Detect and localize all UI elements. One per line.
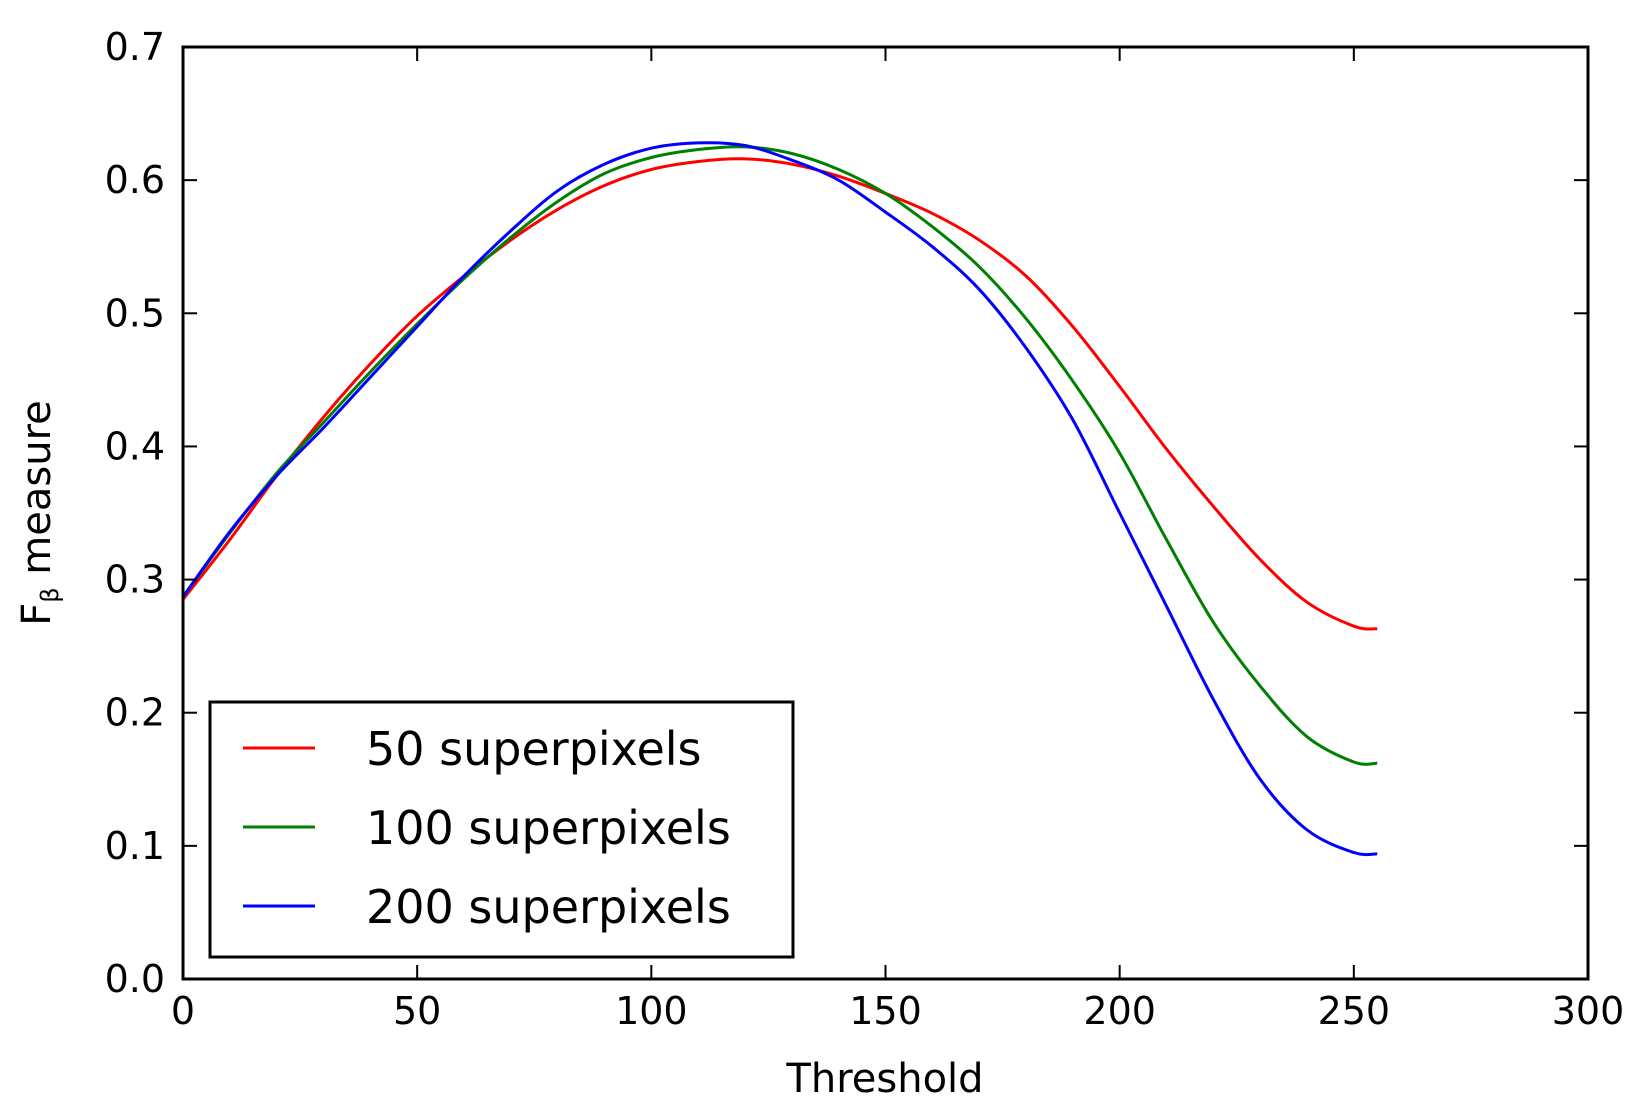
x-tick-label-4: 200	[1083, 989, 1156, 1033]
series-line-2	[181, 141, 1378, 857]
y-tick-label-7: 0.7	[105, 25, 165, 69]
x-tick-label-6: 300	[1552, 989, 1625, 1033]
y-tick-label-0: 0.0	[105, 957, 165, 1001]
x-tick-label-1: 50	[393, 989, 441, 1033]
y-tick-labels: 0.0 0.1 0.2 0.3 0.4 0.5 0.6 0.7	[105, 25, 165, 1001]
x-axis-label: Threshold	[785, 1056, 983, 1102]
y-axis-label: Fβ measure	[14, 400, 64, 626]
ticks-layer	[182, 46, 1589, 980]
y-tick-label-6: 0.6	[105, 158, 165, 202]
y-tick-label-5: 0.5	[105, 291, 165, 335]
y-tick-label-1: 0.1	[105, 824, 165, 868]
y-axis-label-subscript: β	[36, 587, 64, 602]
x-tick-label-2: 100	[615, 989, 688, 1033]
series-line-0	[181, 157, 1378, 631]
series-layer	[181, 141, 1378, 857]
y-tick-label-2: 0.2	[105, 691, 165, 735]
y-tick-label-4: 0.4	[105, 424, 165, 468]
legend: 50 superpixels 100 superpixels 200 super…	[208, 700, 795, 959]
x-tick-label-0: 0	[171, 989, 195, 1033]
y-axis-label-main: F	[14, 603, 60, 626]
y-axis-label-rest: measure	[14, 400, 60, 587]
plot-frame	[181, 45, 1590, 981]
x-tick-labels: 0 50 100 150 200 250 300	[171, 989, 1624, 1033]
series-line-1	[181, 145, 1378, 766]
legend-frame	[208, 700, 795, 959]
legend-label-200: 200 superpixels	[366, 880, 731, 934]
legend-label-50: 50 superpixels	[366, 722, 702, 776]
y-tick-label-3: 0.3	[105, 558, 165, 602]
x-tick-label-3: 150	[849, 989, 922, 1033]
legend-label-100: 100 superpixels	[366, 801, 731, 855]
x-tick-label-5: 250	[1318, 989, 1391, 1033]
